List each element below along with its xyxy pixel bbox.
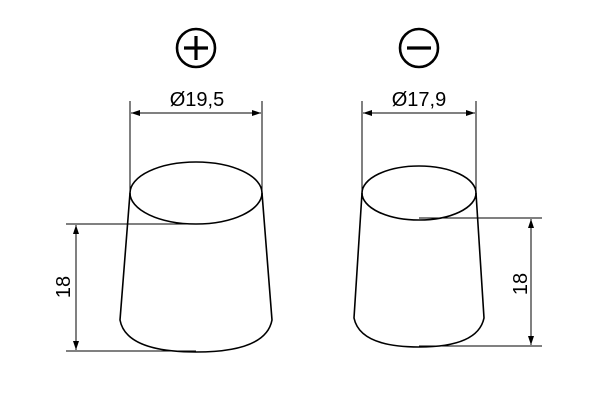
positive-terminal: Ø19,5 18 — [53, 27, 273, 353]
negative-diameter-dimension: Ø17,9 — [361, 89, 477, 190]
negative-diameter-label: Ø17,9 — [392, 89, 446, 111]
positive-height-label: 18 — [53, 276, 75, 298]
negative-height-dimension: 18 — [419, 217, 542, 347]
negative-terminal: Ø17,9 18 — [353, 27, 542, 348]
plus-circle-icon — [175, 27, 217, 69]
positive-terminal-body — [119, 161, 273, 353]
negative-terminal-body — [353, 165, 485, 348]
positive-height-dimension: 18 — [53, 223, 196, 352]
minus-circle-icon — [398, 27, 440, 69]
positive-diameter-label: Ø19,5 — [170, 89, 224, 111]
positive-diameter-dimension: Ø19,5 — [129, 89, 263, 190]
negative-height-label: 18 — [510, 273, 532, 295]
